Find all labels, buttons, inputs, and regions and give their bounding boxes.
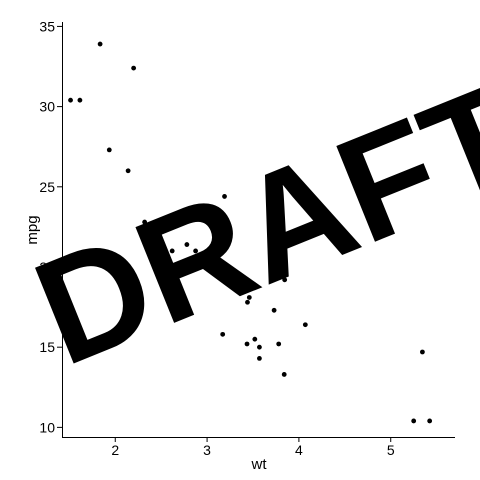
x-tick-label: 5: [387, 442, 395, 458]
data-point: [184, 242, 190, 247]
x-axis-title: wt: [251, 456, 268, 473]
data-point: [257, 356, 262, 361]
data-point: [281, 372, 287, 377]
data-point: [125, 168, 131, 174]
data-point: [245, 277, 250, 283]
y-tick-label: 10: [39, 419, 55, 435]
data-point: [282, 277, 288, 283]
data-point: [169, 248, 175, 254]
y-tick-label: 15: [39, 339, 55, 355]
data-point: [244, 341, 250, 347]
data-point: [68, 97, 73, 103]
data-point: [193, 248, 199, 254]
data-point: [271, 307, 277, 313]
data-point: [155, 240, 161, 246]
data-point: [411, 418, 417, 424]
data-point: [246, 295, 252, 300]
x-axis-ticks: 2 3 4 5: [111, 437, 395, 458]
data-point: [245, 299, 250, 305]
y-tick-label: 35: [39, 18, 55, 34]
x-tick-label: 3: [203, 442, 211, 458]
x-tick-label: 2: [111, 442, 119, 458]
data-point: [222, 194, 227, 199]
data-point: [427, 418, 433, 424]
data-point: [97, 41, 103, 47]
data-point: [302, 322, 308, 328]
data-point: [106, 147, 112, 153]
y-axis-ticks: 10 15 20 25 30 35: [39, 18, 62, 435]
y-tick-label: 20: [39, 259, 55, 275]
data-point: [131, 65, 137, 71]
data-point: [245, 285, 250, 291]
data-point: [420, 349, 425, 355]
data-point: [142, 219, 148, 225]
x-tick-label: 4: [295, 442, 303, 458]
data-point: [224, 242, 230, 247]
data-point: [252, 336, 258, 342]
data-point: [257, 344, 262, 350]
data-point: [183, 269, 189, 275]
y-tick-label: 30: [39, 99, 55, 115]
data-point: [77, 97, 83, 103]
data-point: [218, 219, 224, 225]
y-tick-label: 25: [39, 179, 55, 195]
data-point: [220, 331, 226, 337]
plot-area: [68, 41, 433, 424]
data-point: [276, 341, 282, 347]
y-axis-title: mpg: [24, 215, 41, 244]
